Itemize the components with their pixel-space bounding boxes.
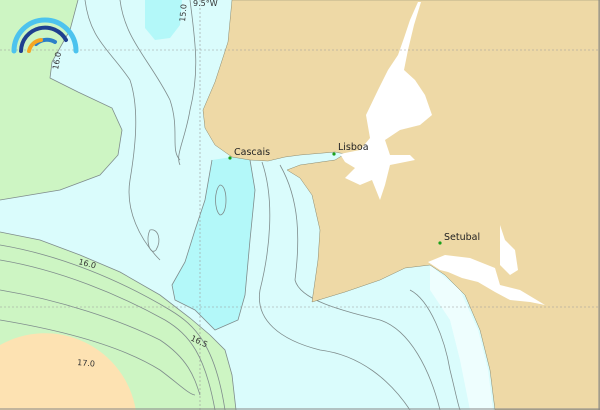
city-marker-setubal[interactable] <box>438 241 442 245</box>
land-mass <box>202 0 600 410</box>
tagus-estuary <box>340 2 432 200</box>
city-marker-cascais[interactable] <box>228 156 232 160</box>
city-label-setubal[interactable]: Setubal <box>444 232 480 243</box>
contour-zone-cyan-north <box>145 0 182 40</box>
coastal-strip <box>430 265 493 410</box>
contour-zone-cyan-central <box>172 157 255 330</box>
contour-label: 15.0 <box>178 4 189 23</box>
contour-label: 16.0 <box>77 257 97 270</box>
grid-label: 9.5°W <box>193 0 218 8</box>
contour-label: 16.0 <box>51 51 63 70</box>
sado-estuary <box>428 255 545 305</box>
contour-lines <box>0 0 461 410</box>
sado-inlet <box>500 225 518 275</box>
city-marker-lisboa[interactable] <box>332 152 336 156</box>
city-label-cascais[interactable]: Cascais <box>234 147 270 158</box>
rainbow-arcs-logo <box>11 17 79 54</box>
city-label-lisboa[interactable]: Lisboa <box>338 142 369 153</box>
contour-label: 17.0 <box>77 358 96 369</box>
contour-zone-orange <box>0 333 136 410</box>
